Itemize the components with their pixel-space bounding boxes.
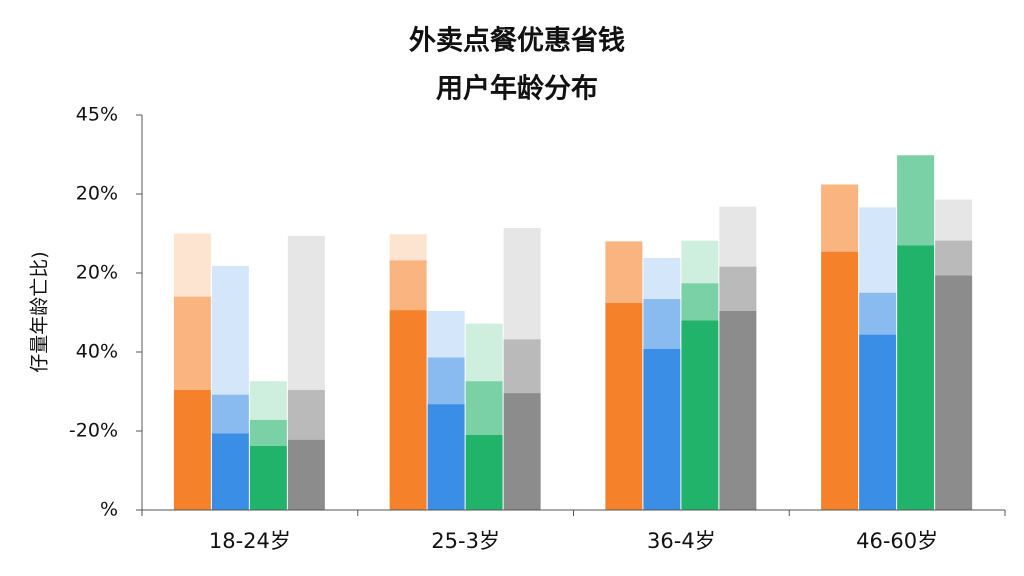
bar-segment	[427, 404, 465, 510]
bar-segment	[681, 320, 719, 510]
bar-segment	[681, 240, 719, 284]
bar-segment	[859, 207, 897, 293]
bar-segment	[719, 206, 757, 267]
bar-segment	[605, 241, 643, 304]
y-tick-label: 20%	[76, 262, 118, 284]
bar-segment	[719, 266, 757, 311]
bar-segment	[427, 310, 465, 358]
bar-segment	[211, 265, 249, 395]
bar-segment	[859, 292, 897, 335]
bar-segment	[935, 240, 973, 276]
bar-segment	[503, 339, 541, 394]
bar-segment	[173, 389, 211, 510]
bar-segment	[427, 357, 465, 405]
bar-segment	[465, 381, 503, 435]
bar-segment	[287, 439, 325, 510]
bar-segment	[643, 257, 681, 300]
bar-segment	[389, 310, 427, 510]
bar-segment	[211, 394, 249, 434]
bar-segment	[465, 323, 503, 382]
bar-segment	[211, 433, 249, 510]
bar-segment	[389, 234, 427, 261]
bar-segment	[643, 299, 681, 349]
chart-title: 外卖点餐优惠省钱	[409, 26, 625, 57]
bar-segment	[935, 275, 973, 510]
bar-segment	[287, 235, 325, 390]
y-tick-label: %	[100, 499, 118, 521]
bar-segment	[465, 434, 503, 510]
x-tick-label: 46-60岁	[856, 529, 938, 553]
bar-segment	[249, 381, 287, 420]
bar-segment	[897, 155, 935, 246]
x-tick-label: 18-24岁	[209, 529, 291, 553]
bar-segment	[681, 283, 719, 321]
y-tick-label: 40%	[76, 341, 118, 363]
y-tick-label: 45%	[76, 104, 118, 126]
bar-segment	[897, 245, 935, 510]
bar-segment	[821, 251, 859, 511]
bar-segment	[173, 233, 211, 297]
bar-segment	[173, 296, 211, 390]
bar-segment	[935, 199, 973, 241]
bar-segment	[719, 310, 757, 510]
bar-segment	[287, 389, 325, 440]
bar-segment	[503, 227, 541, 340]
bar-segment	[821, 184, 859, 252]
bar-segment	[605, 303, 643, 510]
x-tick-label: 25-3岁	[431, 529, 500, 553]
bar-segment	[503, 393, 541, 510]
y-tick-label: 20%	[76, 183, 118, 205]
bar-segment	[249, 446, 287, 510]
bar-segment	[859, 334, 897, 510]
chart-subtitle: 用户年龄分布	[436, 73, 598, 105]
y-axis-label: 仔量年龄亡比)	[29, 251, 51, 372]
bar-segment	[249, 419, 287, 447]
bar-segment	[643, 348, 681, 510]
x-tick-label: 36-4岁	[647, 529, 716, 553]
bar-segment	[389, 260, 427, 311]
y-tick-label: -20%	[69, 420, 118, 442]
